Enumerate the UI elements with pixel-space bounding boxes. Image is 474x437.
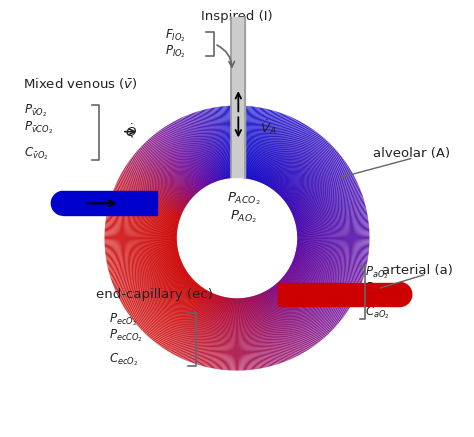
Text: $\dot{V}_A$: $\dot{V}_A$ (260, 118, 276, 137)
Text: Mixed venous ($\bar{v}$): Mixed venous ($\bar{v}$) (23, 76, 138, 91)
Polygon shape (51, 191, 64, 215)
Text: Inspired (I): Inspired (I) (201, 10, 273, 23)
Bar (64, 191, 157, 215)
Polygon shape (400, 283, 412, 306)
Bar (278, 283, 400, 306)
Bar (231, 17, 245, 177)
Text: $\dot{Q}$: $\dot{Q}$ (125, 123, 137, 140)
Text: end-capillary (ec): end-capillary (ec) (96, 288, 213, 301)
Text: $P_{aO_2}$: $P_{aO_2}$ (365, 264, 389, 281)
Text: $P_{AO_2}$: $P_{AO_2}$ (230, 208, 257, 225)
Text: $P_{ecO_2}$: $P_{ecO_2}$ (109, 311, 137, 327)
Text: $C_{ecO_2}$: $C_{ecO_2}$ (109, 351, 138, 368)
Text: $P_{\bar{v}O_2}$: $P_{\bar{v}O_2}$ (24, 103, 48, 119)
Text: $P_{ecCO_2}$: $P_{ecCO_2}$ (109, 327, 143, 344)
Text: arterial (a): arterial (a) (383, 264, 453, 277)
Text: $C_{\bar{v}O_2}$: $C_{\bar{v}O_2}$ (24, 145, 49, 162)
Text: $F_{IO_2}$: $F_{IO_2}$ (165, 28, 186, 45)
Text: alveolar (A): alveolar (A) (373, 147, 450, 160)
Text: $P_{\bar{v}CO_2}$: $P_{\bar{v}CO_2}$ (24, 119, 54, 135)
Text: $P_{IO_2}$: $P_{IO_2}$ (165, 43, 186, 59)
Text: $P_{aCO_2}$: $P_{aCO_2}$ (365, 281, 394, 297)
Text: $P_{ACO_2}$: $P_{ACO_2}$ (227, 191, 260, 207)
Text: $C_{aO_2}$: $C_{aO_2}$ (365, 305, 390, 321)
